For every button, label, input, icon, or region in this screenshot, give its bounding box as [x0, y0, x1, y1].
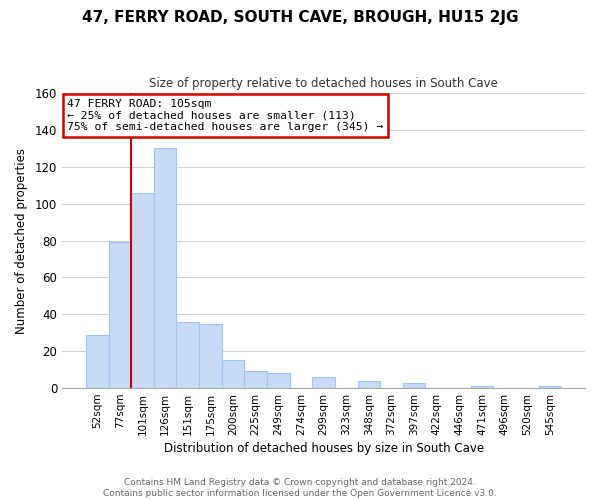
Bar [267, 374, 290, 388]
Bar [131, 192, 154, 388]
Text: Contains HM Land Registry data © Crown copyright and database right 2024.
Contai: Contains HM Land Registry data © Crown c… [103, 478, 497, 498]
Bar [222, 360, 244, 388]
Bar [176, 322, 199, 388]
Bar [154, 148, 176, 388]
Bar [471, 386, 493, 388]
Bar [244, 372, 267, 388]
Bar [109, 242, 131, 388]
Text: 47 FERRY ROAD: 105sqm
← 25% of detached houses are smaller (113)
75% of semi-det: 47 FERRY ROAD: 105sqm ← 25% of detached … [67, 99, 383, 132]
Y-axis label: Number of detached properties: Number of detached properties [15, 148, 28, 334]
Title: Size of property relative to detached houses in South Cave: Size of property relative to detached ho… [149, 78, 498, 90]
Bar [403, 382, 425, 388]
Text: 47, FERRY ROAD, SOUTH CAVE, BROUGH, HU15 2JG: 47, FERRY ROAD, SOUTH CAVE, BROUGH, HU15… [82, 10, 518, 25]
Bar [199, 324, 222, 388]
Bar [358, 380, 380, 388]
Bar [312, 377, 335, 388]
X-axis label: Distribution of detached houses by size in South Cave: Distribution of detached houses by size … [164, 442, 484, 455]
Bar [539, 386, 561, 388]
Bar [86, 334, 109, 388]
